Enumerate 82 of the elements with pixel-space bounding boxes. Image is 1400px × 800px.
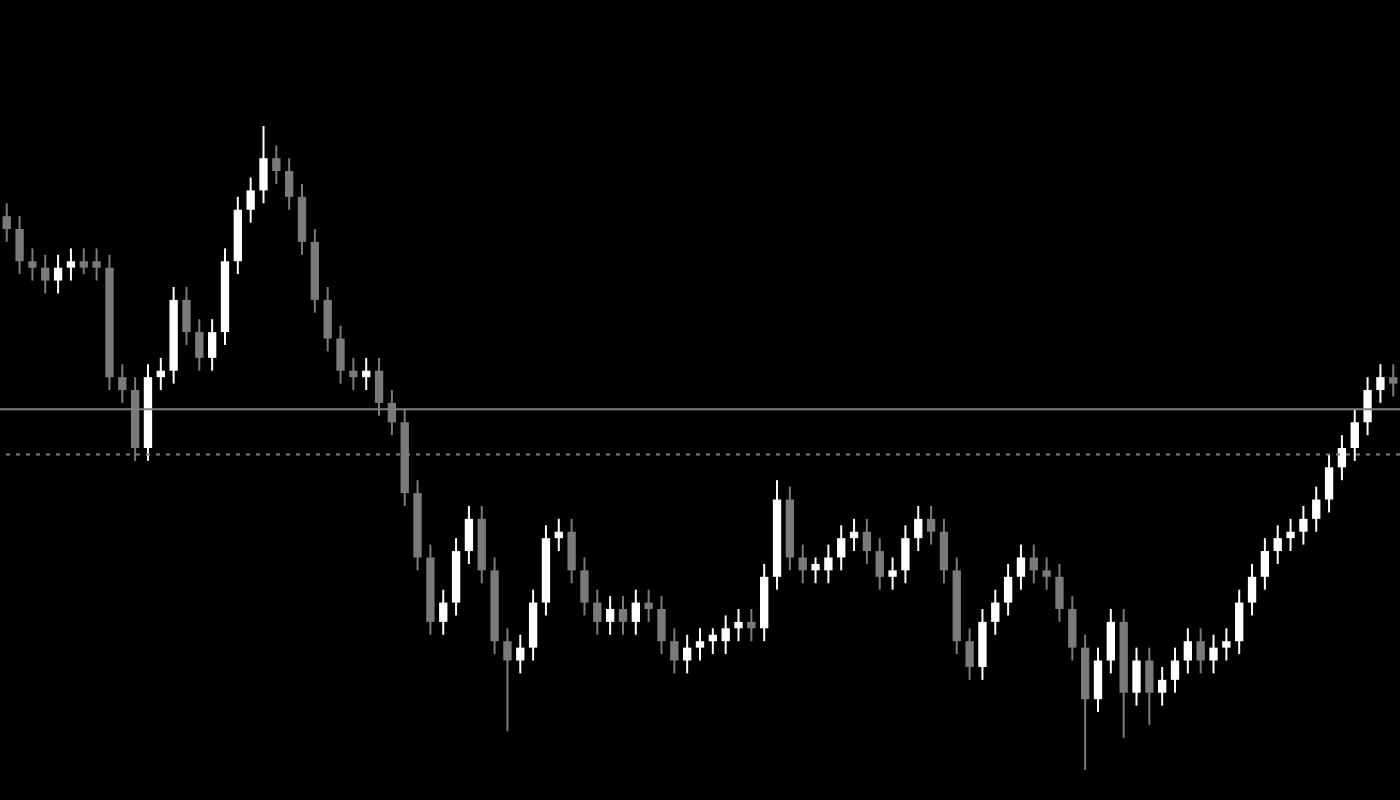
candlestick xyxy=(297,182,307,256)
candlestick xyxy=(991,588,1000,636)
candlestick xyxy=(875,537,884,591)
candlestick xyxy=(272,144,281,185)
candlestick xyxy=(15,215,24,276)
candlestick xyxy=(1350,408,1359,462)
candlestick xyxy=(79,247,88,276)
candlestick xyxy=(682,633,692,675)
candlestick xyxy=(285,157,294,211)
candlestick xyxy=(207,318,217,372)
candlestick xyxy=(605,595,615,636)
candlestick xyxy=(747,608,756,643)
candlestick xyxy=(1363,376,1372,437)
candlestick xyxy=(1016,543,1026,591)
candlestick xyxy=(66,247,76,282)
candlestick xyxy=(695,627,705,662)
candlestick xyxy=(53,253,63,295)
candlestick xyxy=(734,608,743,643)
candlestick xyxy=(259,125,268,205)
candlestick xyxy=(1068,595,1077,662)
candlestick xyxy=(939,517,949,585)
candlestick xyxy=(657,595,666,656)
candlestick xyxy=(1196,627,1205,675)
candlestick xyxy=(464,504,474,565)
candlestick xyxy=(1106,608,1115,675)
candlestick xyxy=(1132,646,1141,707)
candlestick xyxy=(41,253,50,295)
candlestick xyxy=(1312,485,1321,533)
candlestick xyxy=(811,556,820,585)
candlestick xyxy=(1209,633,1218,675)
candlestick xyxy=(593,588,602,636)
candlestick xyxy=(528,588,538,662)
candlestick xyxy=(1247,562,1257,617)
candlestick xyxy=(1055,562,1064,623)
candlestick xyxy=(631,588,640,636)
candlestick xyxy=(1170,646,1180,694)
candlestick xyxy=(1260,537,1270,591)
candlestick xyxy=(1337,434,1347,482)
candlestick xyxy=(670,627,679,675)
candlestick xyxy=(1093,646,1103,714)
candlestick xyxy=(1145,646,1154,726)
candlestick xyxy=(1235,588,1244,656)
candlestick xyxy=(323,286,332,353)
candlestick xyxy=(1299,504,1308,546)
candlestick xyxy=(644,588,653,623)
candlestick xyxy=(567,517,576,585)
candlestick xyxy=(721,614,730,656)
candlestick xyxy=(28,247,37,282)
candlestick xyxy=(862,517,872,565)
candlestick xyxy=(349,356,358,392)
candlestick xyxy=(1183,627,1193,675)
candlestick xyxy=(246,176,255,224)
candlestick xyxy=(1158,665,1167,707)
candlestick xyxy=(914,504,923,553)
candlestick xyxy=(618,595,628,636)
candlestick xyxy=(1324,453,1334,514)
candlestick xyxy=(2,202,11,243)
candlestick xyxy=(1029,543,1038,585)
candlestick xyxy=(824,543,833,585)
candlestick xyxy=(1273,524,1282,565)
candlestick xyxy=(118,363,127,404)
candlestick xyxy=(798,543,807,585)
candlestick xyxy=(978,608,987,681)
candlestick xyxy=(1389,363,1398,398)
candlestick xyxy=(1042,556,1051,591)
candlestick xyxy=(195,318,204,372)
candlestick xyxy=(516,633,525,675)
candlestick xyxy=(1376,363,1385,404)
candlestick xyxy=(503,627,512,733)
candlestick xyxy=(182,286,191,346)
candlestick xyxy=(580,556,589,617)
candlestick xyxy=(1222,627,1231,662)
candlestick xyxy=(926,504,936,546)
candlestick xyxy=(901,524,910,585)
candlestick xyxy=(888,556,897,591)
candlestick xyxy=(439,588,448,636)
candlestick xyxy=(965,627,974,681)
candlestick xyxy=(837,524,846,572)
candlestick xyxy=(1003,562,1013,617)
candlestick xyxy=(1286,517,1295,553)
candlestick xyxy=(336,324,345,385)
candlestick xyxy=(92,247,101,282)
